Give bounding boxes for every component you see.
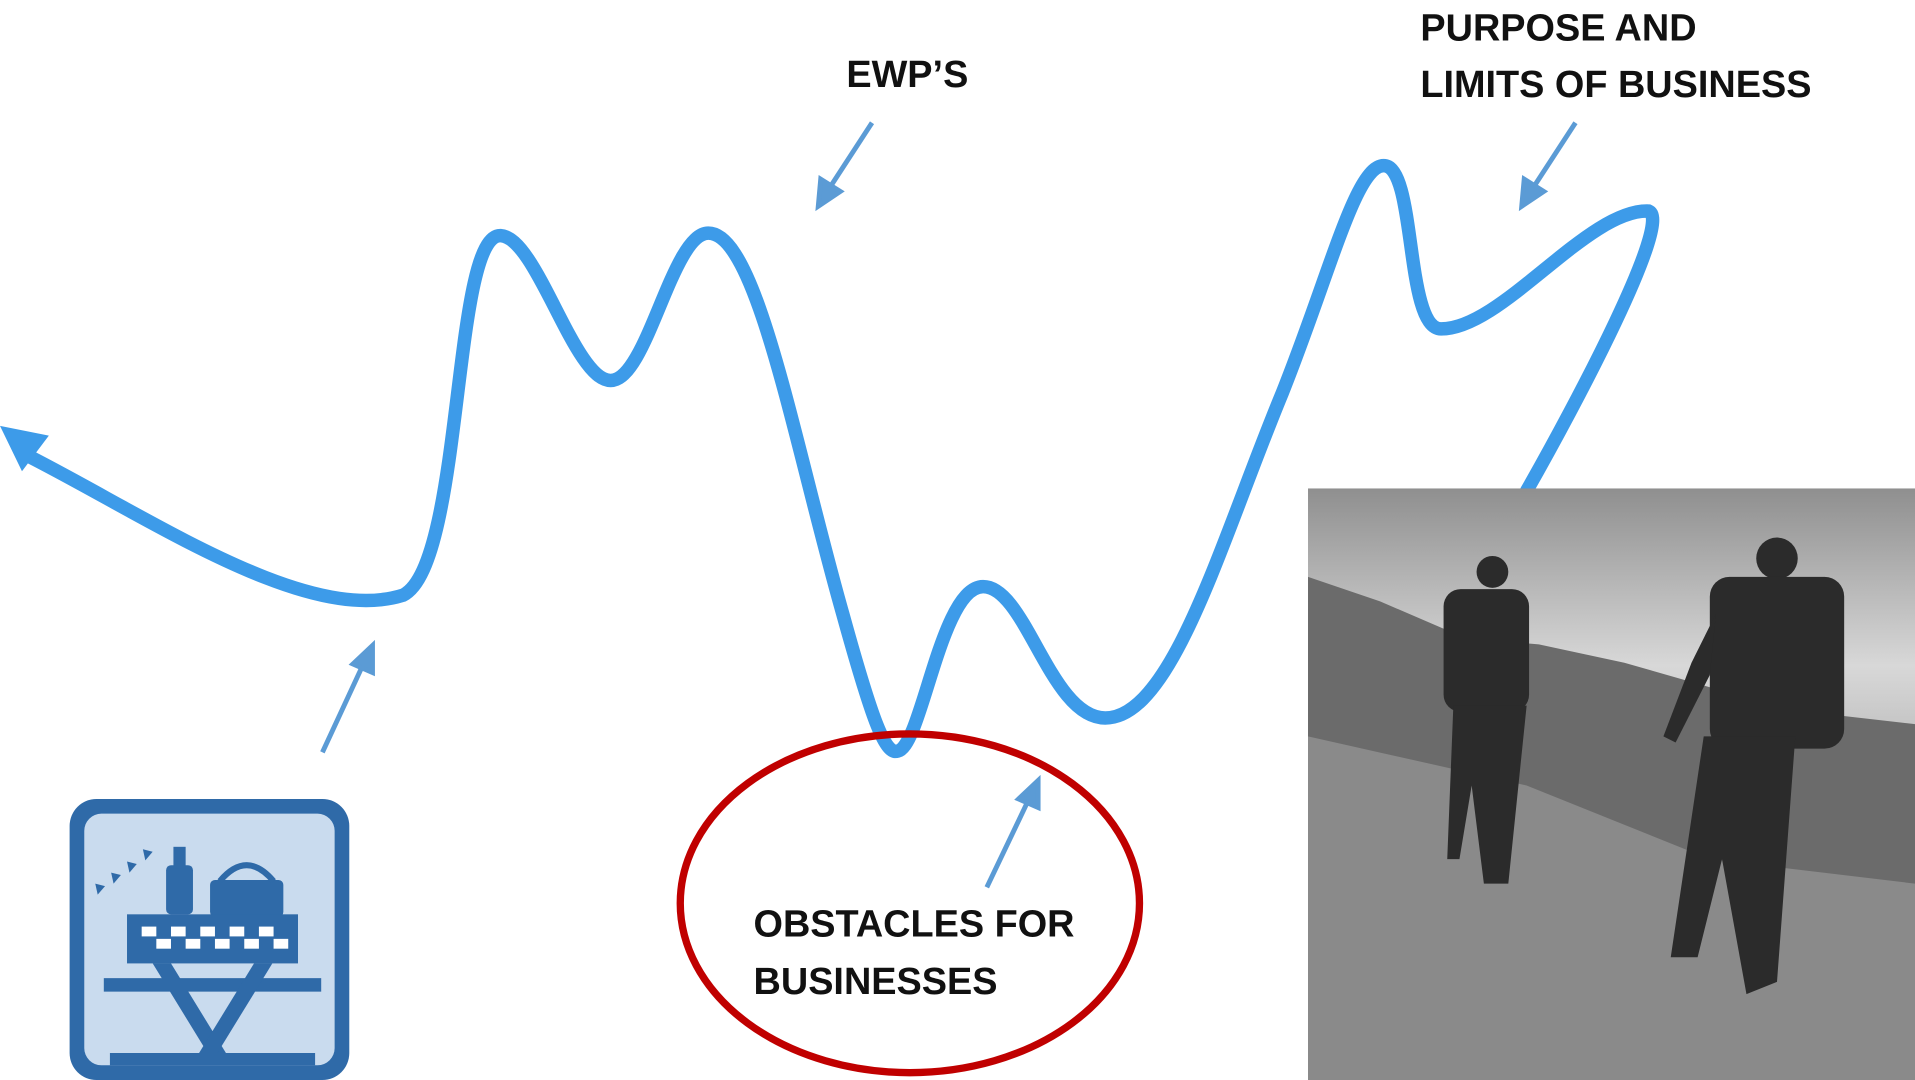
arrowhead [353,646,373,673]
arrow [987,798,1030,888]
purpose-label: PURPOSE AND LIMITS OF BUSINESS [1420,7,1811,106]
picnic-icon [70,799,350,1080]
page: EWP’S PURPOSE AND LIMITS OF BUSINESS OBS… [0,0,1915,1080]
label-line: BUSINESSES [754,961,998,1003]
arrowhead [1522,179,1544,206]
ewp-label: EWP’S [846,54,968,96]
hikers-photo [1308,488,1915,1080]
arrowhead [1019,781,1039,808]
label-line: OBSTACLES FOR [754,903,1075,945]
arrow [322,663,364,753]
arrowhead [818,179,840,206]
arrow [1532,123,1576,191]
label-line: PURPOSE AND [1420,7,1696,49]
label-line: LIMITS OF BUSINESS [1420,64,1811,106]
arrow [828,123,872,191]
diagram: EWP’S PURPOSE AND LIMITS OF BUSINESS OBS… [0,0,1915,1080]
obstacles-label: OBSTACLES FOR BUSINESSES [754,903,1086,1003]
